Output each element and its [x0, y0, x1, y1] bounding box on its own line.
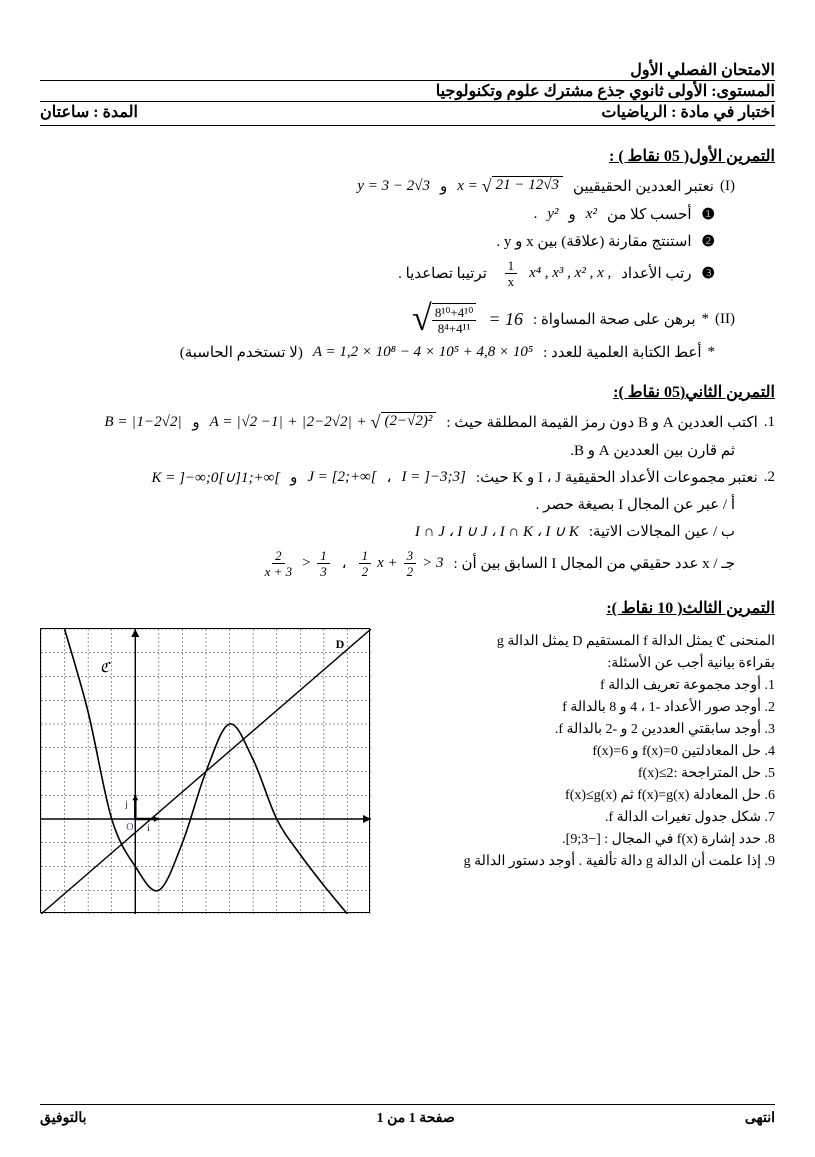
ex3-q8: 8. حدد إشارة f(x) في المجال : [−3;9]. [380, 831, 775, 848]
svg-text:D: D [336, 637, 345, 651]
level-line: المستوى: الأولى ثانوي جذع مشترك علوم وتك… [40, 81, 775, 101]
ex3-q5: 5. حل المتراجحة :f(x)≤2 [380, 765, 775, 782]
ex2-q1: 1. اكتب العددين A و B دون رمز القيمة الم… [40, 412, 775, 433]
ex2-q1-then: ثم قارن بين العددين A و B. [40, 441, 775, 460]
duration: المدة : ساعتان [40, 102, 138, 122]
footer-center: صفحة 1 من 1 [377, 1110, 455, 1127]
ex3-q4: 4. حل المعادلتين f(x)=0 و f(x)=6 [380, 743, 775, 760]
ex2-q2c: جـ / x عدد حقيقي من المجال I السابق بين … [40, 549, 775, 578]
ex1-b1: ❶ أحسب كلا من x² و y² . [40, 205, 775, 224]
svg-text:j: j [124, 799, 128, 809]
footer-left: بالتوفيق [40, 1110, 86, 1127]
svg-text:ℭ: ℭ [100, 661, 112, 676]
footer: انتهى صفحة 1 من 1 بالتوفيق [40, 1104, 775, 1127]
ex3-q6: 6. حل المعادلة f(x)=g(x) ثم f(x)≤g(x) [380, 787, 775, 804]
exam-title: الامتحان الفصلي الأول [40, 60, 775, 80]
ex3-q7: 7. شكل جدول تغيرات الدالة f. [380, 809, 775, 826]
svg-text:O: O [126, 822, 133, 833]
ex3-q9: 9. إذا علمت أن الدالة g دالة تألفية . أو… [380, 853, 775, 870]
ex1-b3: ❸ رتب الأعداد x⁴ , x³ , x² , x , 1x ترتي… [40, 259, 775, 288]
ex1-i: (I) نعتبر العددين الحقيقيين x = 21 − 12√… [40, 176, 775, 197]
graph-svg: D ℭ Oi j [41, 629, 371, 914]
svg-text:i: i [147, 823, 150, 833]
ex3-text: المنحنى ℭ يمثل الدالة f المستقيم D يمثل … [380, 628, 775, 875]
ex1-ii-sqrt: √ 8¹⁰+4¹⁰8⁴+4¹¹ [412, 303, 478, 335]
ex1-title: التمرين الأول( 05 نقاط ) : [40, 146, 775, 166]
ex3-title: التمرين الثالث( 10 نقاط ): [40, 598, 775, 618]
footer-right: انتهى [745, 1110, 775, 1127]
ex3-q2: 2. أوجد صور الأعداد -1 ، 4 و 8 بالدالة f [380, 699, 775, 716]
document-header: الامتحان الفصلي الأول المستوى: الأولى ثا… [40, 60, 775, 126]
ex1-sci: * أعط الكتابة العلمية للعدد : A = 1,2 × … [40, 343, 775, 362]
ex2-q2: 2. نعتبر مجموعات الأعداد الحقيقية I ، J … [40, 468, 775, 487]
graph: D ℭ Oi j [40, 628, 370, 913]
subject: اختبار في مادة : الرياضيات [601, 102, 775, 122]
ex2-q2a: أ / عبر عن المجال I بصيغة حصر . [40, 495, 775, 514]
subject-row: اختبار في مادة : الرياضيات المدة : ساعتا… [40, 102, 775, 125]
ex1-b2: ❷ استنتج مقارنة (علاقة) بين x و y . [40, 232, 775, 251]
ex1-y-expr: y = 3 − 2√3 [357, 178, 430, 195]
ex2-title: التمرين الثاني(05 نقاط ): [40, 382, 775, 402]
ex3-q3: 3. أوجد سابقتي العددين 2 و -2 بالدالة f. [380, 721, 775, 738]
ex3-container: المنحنى ℭ يمثل الدالة f المستقيم D يمثل … [40, 628, 775, 913]
ex3-q1: 1. أوجد مجموعة تعريف الدالة f [380, 677, 775, 694]
ex1-ii: (II) * برهن على صحة المساواة : = 16 √ 8¹… [40, 303, 775, 335]
ex2-q2b: ب / عين المجالات الاتية: I ∩ J ، I ∪ J ،… [40, 522, 775, 541]
ex1-x-expr: x = 21 − 12√3 [457, 176, 563, 197]
